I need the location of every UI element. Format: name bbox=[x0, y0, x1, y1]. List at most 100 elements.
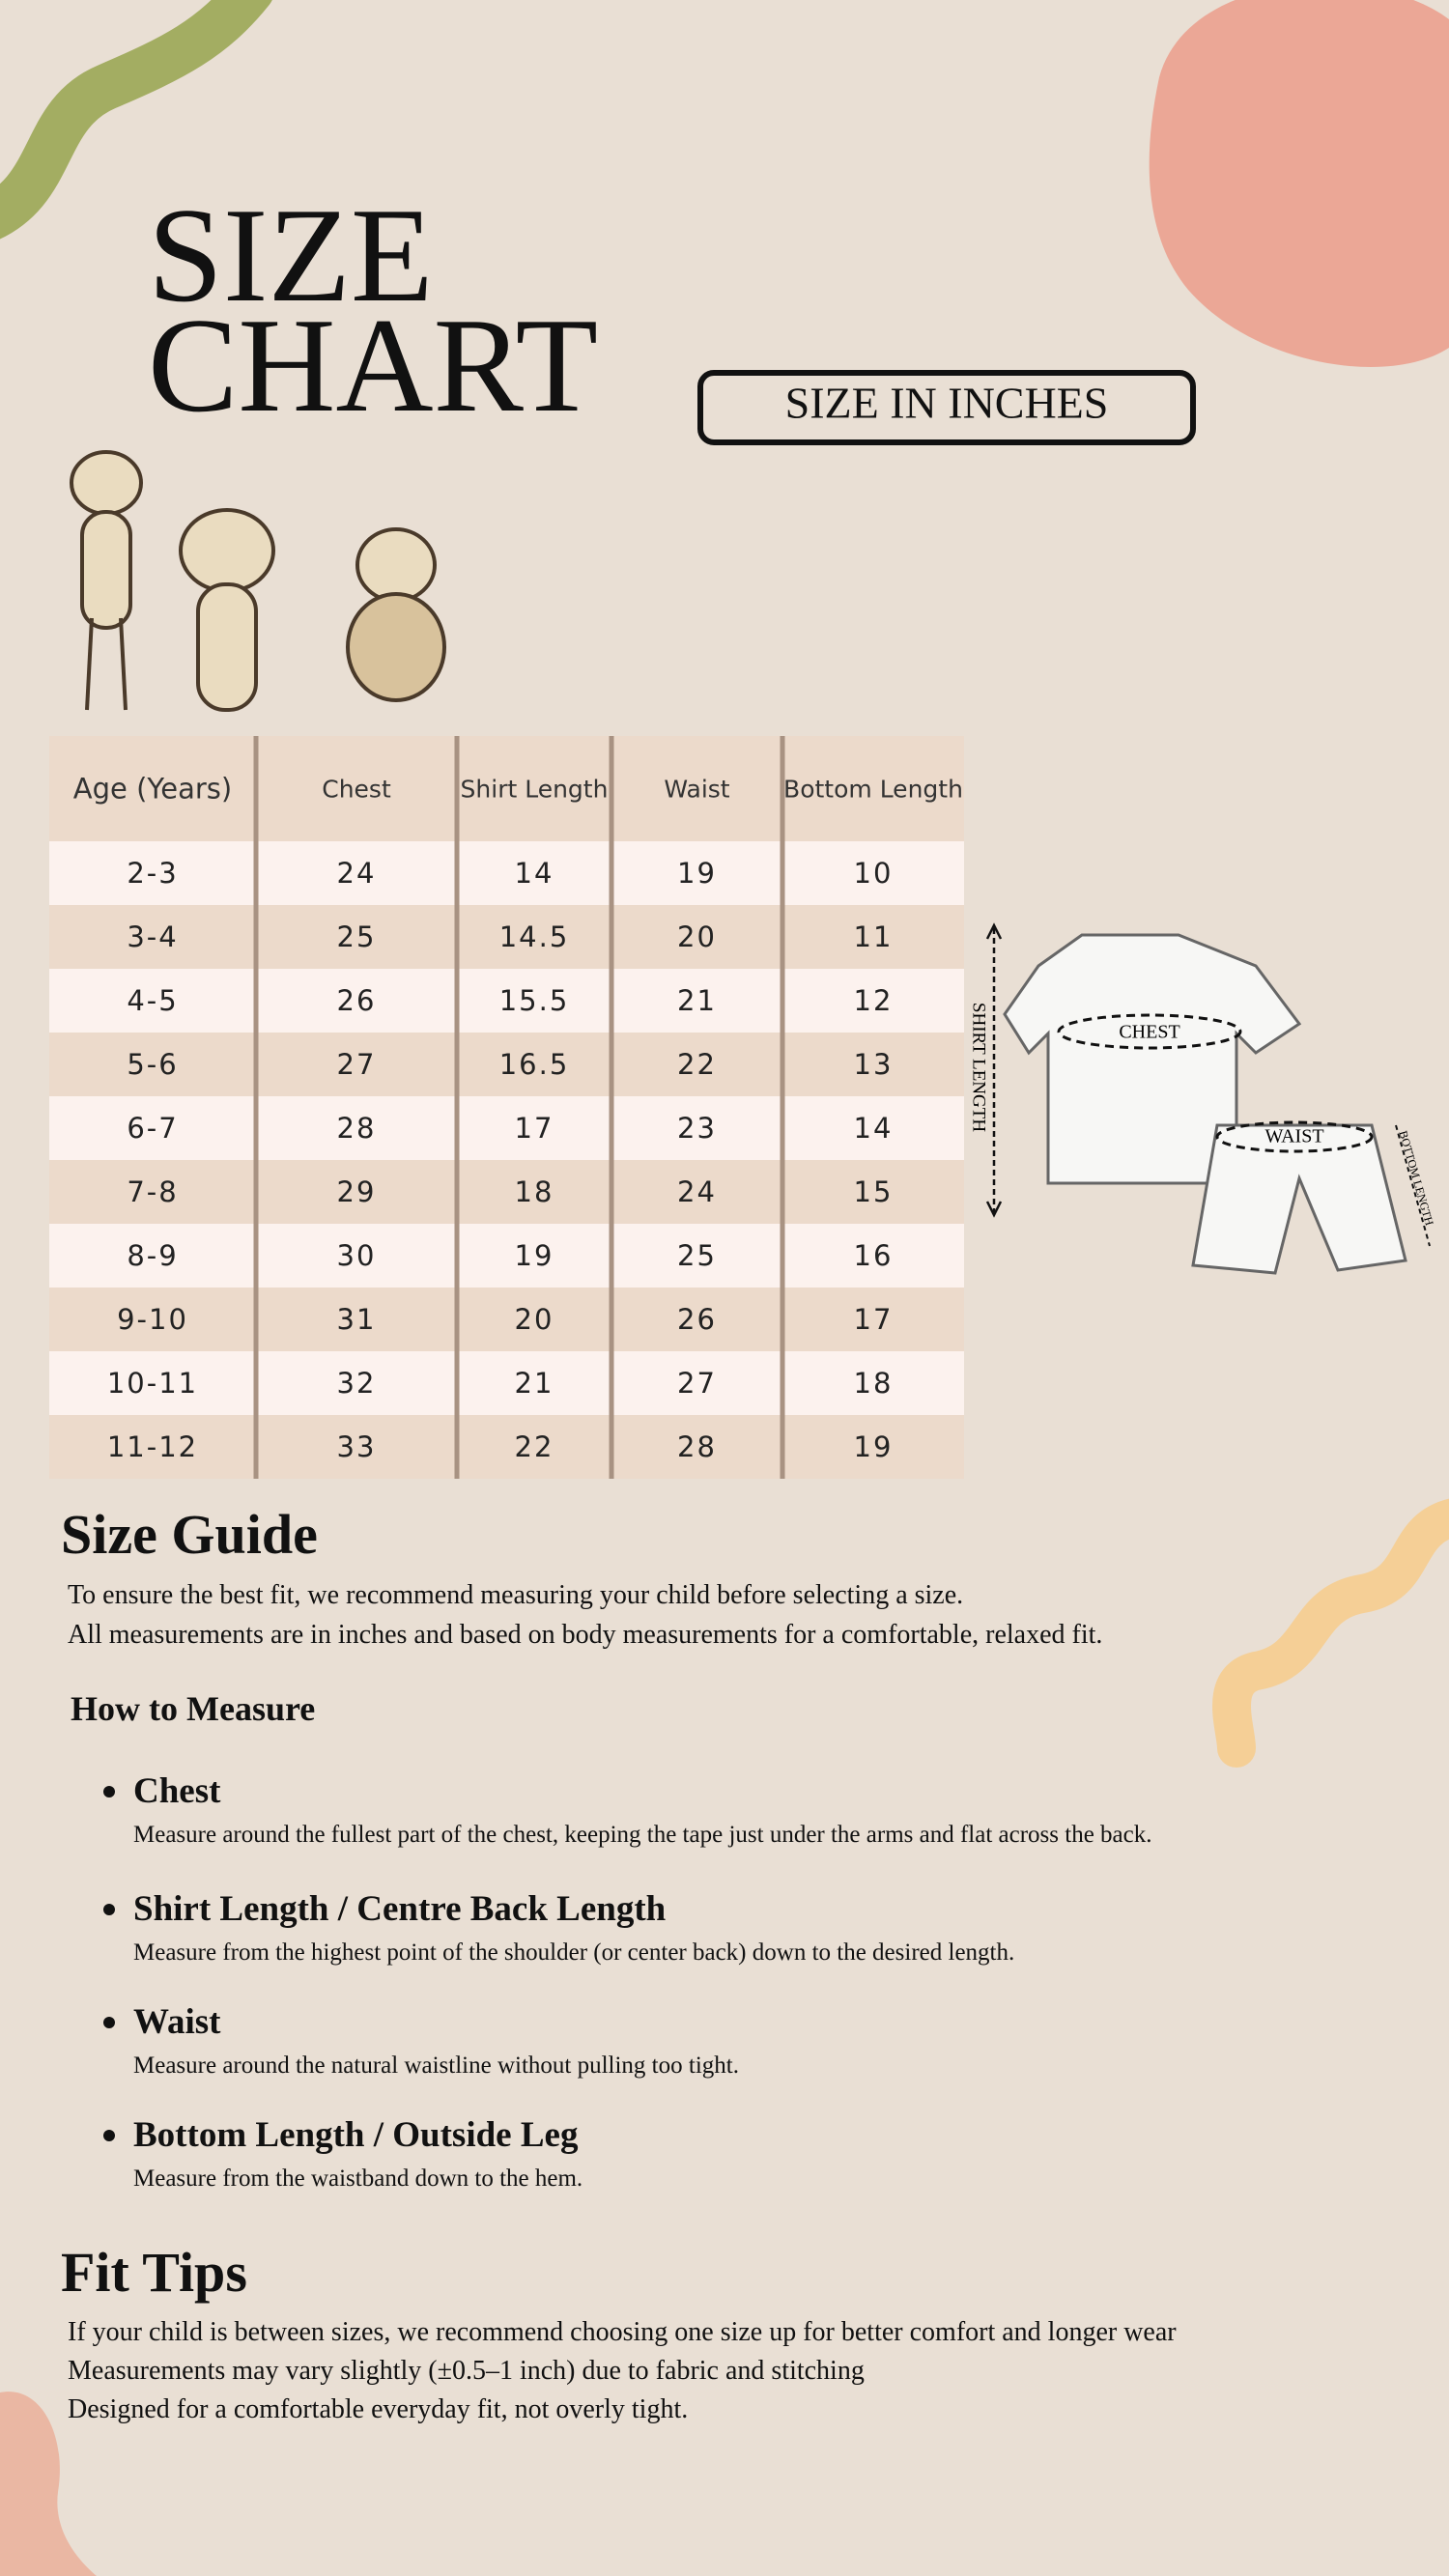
shorts bbox=[1191, 1123, 1407, 1275]
pink-blob bbox=[1149, 0, 1449, 368]
item-title: Chest bbox=[133, 1771, 221, 1811]
table-cell: 24 bbox=[337, 857, 377, 890]
table-row bbox=[49, 905, 964, 969]
table-cell: 19 bbox=[515, 1239, 554, 1272]
paragraph: All measurements are in inches and based… bbox=[68, 1620, 1102, 1650]
size-table: Age (Years) Chest Shirt Length Waist Bottom … bbox=[49, 736, 964, 1479]
table-cell: 30 bbox=[337, 1239, 377, 1272]
item-description: Measure from the waistband down to the h… bbox=[133, 2166, 582, 2192]
bottom-length-arrow bbox=[1395, 1124, 1431, 1247]
table-cell: 10-11 bbox=[107, 1367, 198, 1400]
table-cell: 19 bbox=[854, 1430, 894, 1463]
table-cell: 8-9 bbox=[127, 1239, 178, 1272]
table-cell: 11-12 bbox=[107, 1430, 198, 1463]
table-cell: 10 bbox=[854, 857, 894, 890]
table-cell: 27 bbox=[337, 1048, 377, 1081]
column-header: Bottom Length bbox=[783, 776, 963, 804]
table-cell: 5-6 bbox=[127, 1048, 178, 1081]
column-header: Chest bbox=[322, 776, 391, 804]
table-cell: 4-5 bbox=[127, 984, 178, 1017]
title-line: CHART bbox=[148, 291, 598, 440]
table-row bbox=[49, 841, 964, 905]
animals bbox=[70, 450, 446, 712]
table-cell: 22 bbox=[677, 1048, 717, 1081]
fit-tips: If your child is between sizes, we recom… bbox=[68, 2317, 1177, 2424]
diagram-label: SHIRT LENGTH bbox=[969, 1003, 989, 1132]
table-cell: 14.5 bbox=[499, 920, 570, 953]
badge: SIZE IN INCHES bbox=[785, 379, 1109, 428]
table-cell: 22 bbox=[515, 1430, 554, 1463]
table-cell: 17 bbox=[515, 1112, 554, 1145]
table-cell: 32 bbox=[337, 1367, 377, 1400]
table-cell: 21 bbox=[677, 984, 717, 1017]
table-cell: 26 bbox=[337, 984, 377, 1017]
table-cell: 18 bbox=[854, 1367, 894, 1400]
bullet bbox=[103, 1904, 115, 1915]
table-cell: 21 bbox=[515, 1367, 554, 1400]
table-cell: 31 bbox=[337, 1303, 377, 1336]
table-cell: 28 bbox=[337, 1112, 377, 1145]
table-cell: 25 bbox=[677, 1239, 717, 1272]
bullet bbox=[103, 2017, 115, 2028]
table-row bbox=[49, 1415, 964, 1479]
tip-line: Measurements may vary slightly (±0.5–1 i… bbox=[68, 2356, 865, 2386]
table-cell: 23 bbox=[677, 1112, 717, 1145]
subsection-title: How to Measure bbox=[71, 1689, 315, 1728]
fox-body bbox=[196, 582, 258, 712]
turtle-head bbox=[355, 527, 437, 603]
table-row bbox=[49, 1096, 964, 1160]
table-row bbox=[49, 969, 964, 1033]
table-cell: 24 bbox=[677, 1175, 717, 1208]
table-cell: 29 bbox=[337, 1175, 377, 1208]
table-cell: 2-3 bbox=[127, 857, 178, 890]
fox-head bbox=[179, 508, 275, 593]
column-header: Shirt Length bbox=[461, 776, 609, 804]
item-description: Measure around the natural waistline wit… bbox=[133, 2052, 739, 2079]
chest-guide bbox=[1057, 1013, 1242, 1050]
table-cell: 16 bbox=[854, 1239, 894, 1272]
header-row bbox=[49, 736, 964, 841]
tip-line: Designed for a comfortable everyday fit,… bbox=[68, 2394, 688, 2424]
waist-guide bbox=[1215, 1120, 1374, 1153]
table-cell: 9-10 bbox=[117, 1303, 188, 1336]
table-cell: 26 bbox=[677, 1303, 717, 1336]
diagram-label: WAIST bbox=[1264, 1126, 1323, 1147]
section-title: Fit Tips bbox=[61, 2241, 247, 2304]
table-cell: 16.5 bbox=[499, 1048, 570, 1081]
giraffe-body bbox=[80, 510, 132, 630]
title-line: SIZE bbox=[148, 181, 434, 330]
item-title: Waist bbox=[133, 2002, 221, 2042]
table-cell: 13 bbox=[854, 1048, 894, 1081]
table-row bbox=[49, 1033, 964, 1096]
table-cell: 28 bbox=[677, 1430, 717, 1463]
table-cell: 3-4 bbox=[127, 920, 178, 953]
column-header: Age (Years) bbox=[73, 773, 232, 806]
giraffe-head bbox=[70, 450, 143, 516]
table-cell: 19 bbox=[677, 857, 717, 890]
table-row bbox=[49, 1224, 964, 1288]
table-cell: 14 bbox=[854, 1112, 894, 1145]
table-row bbox=[49, 1351, 964, 1415]
table-cell: 7-8 bbox=[127, 1175, 178, 1208]
item-description: Measure around the fullest part of the c… bbox=[133, 1822, 1152, 1848]
table-cell: 15 bbox=[854, 1175, 894, 1208]
measure-list: Chest Measure around the fullest part of … bbox=[103, 1771, 1152, 2192]
table-cell: 14 bbox=[515, 857, 554, 890]
bullet bbox=[103, 1786, 115, 1798]
bullet bbox=[103, 2130, 115, 2141]
diagram-label: CHEST bbox=[1119, 1022, 1179, 1043]
item-description: Measure from the highest point of the sh… bbox=[133, 1939, 1014, 1966]
table-cell: 20 bbox=[515, 1303, 554, 1336]
table-cell: 12 bbox=[854, 984, 894, 1017]
table-row bbox=[49, 1288, 964, 1351]
table-row bbox=[49, 1160, 964, 1224]
table-cell: 25 bbox=[337, 920, 377, 953]
badge-frame bbox=[697, 370, 1196, 445]
green-swirl bbox=[0, 0, 272, 240]
item-title: Shirt Length / Centre Back Length bbox=[133, 1889, 667, 1929]
tip-line: If your child is between sizes, we recom… bbox=[68, 2317, 1177, 2347]
table-cell: 17 bbox=[854, 1303, 894, 1336]
pink-corner bbox=[0, 2392, 97, 2576]
